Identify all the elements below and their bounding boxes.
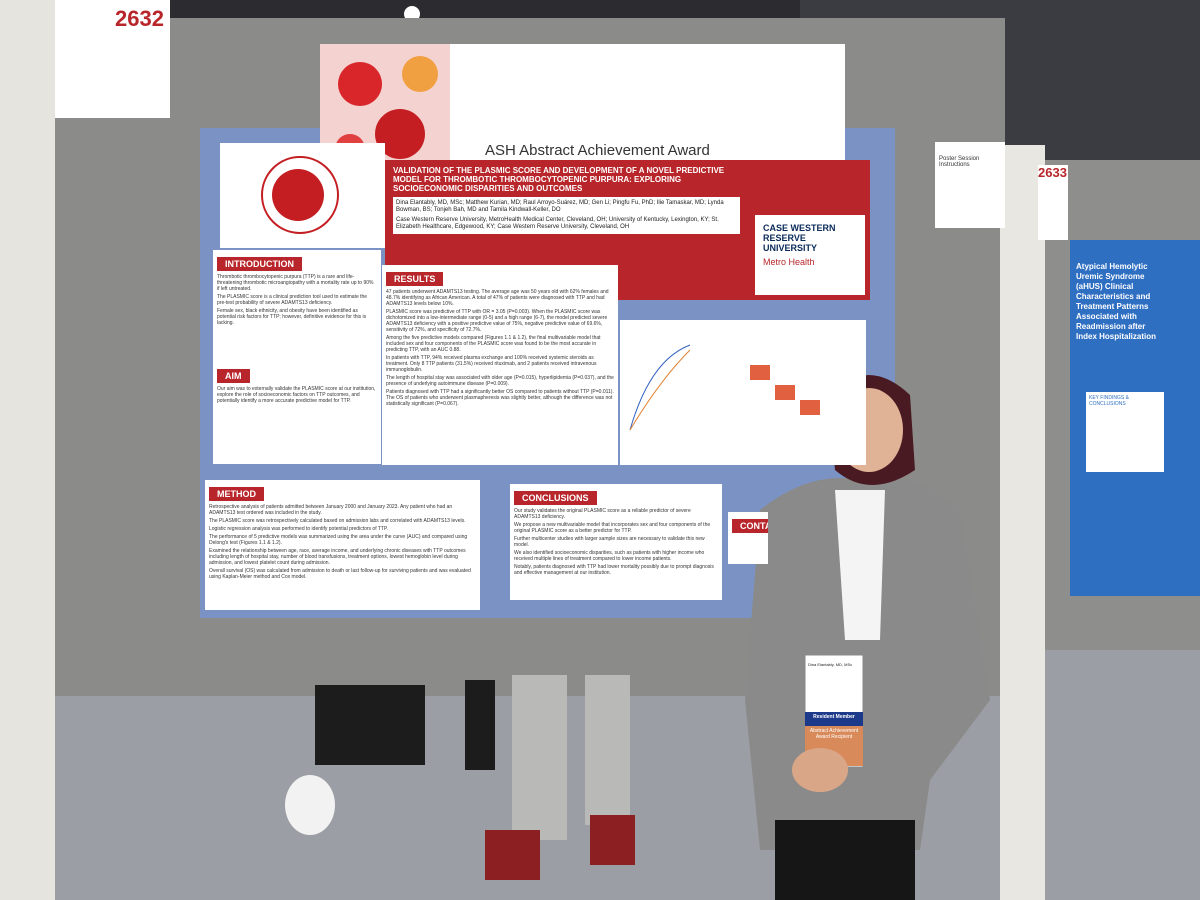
shoe bbox=[285, 775, 335, 835]
board-number-sign: 2632 bbox=[55, 0, 170, 118]
board-post bbox=[1000, 145, 1045, 900]
section-text: The length of hospital stay was associat… bbox=[386, 375, 614, 387]
heatmap-cell bbox=[800, 400, 820, 415]
section-text: Logistic regression analysis was perform… bbox=[209, 526, 389, 532]
section-text: The PLASMIC score is a clinical predicti… bbox=[217, 294, 368, 306]
university-logos: CASE WESTERN RESERVE UNIVERSITY Metro He… bbox=[755, 215, 865, 295]
heatmap-cell bbox=[775, 385, 795, 400]
badge-band bbox=[805, 712, 863, 726]
logo-text: CASE WESTERN RESERVE UNIVERSITY bbox=[763, 223, 836, 253]
section-heading: RESULTS bbox=[386, 272, 444, 286]
heatmap-cell bbox=[750, 365, 770, 380]
section-text: In patients with TTP, 94% received plasm… bbox=[386, 355, 597, 373]
board-post bbox=[0, 0, 55, 900]
section-heading: CONCLUSIONS bbox=[514, 491, 597, 505]
section-text: We also identified socioeconomic dispari… bbox=[514, 550, 705, 562]
section-text: PLASMIC score was predictive of TTP with… bbox=[386, 309, 608, 333]
poster-section: AIM Our aim was to externally validate th… bbox=[213, 362, 381, 464]
section-text: The performance of 5 predictive models w… bbox=[209, 534, 468, 546]
section-text: Patients diagnosed with TTP had a signif… bbox=[386, 389, 614, 407]
award-title: ASH Abstract Achievement Award bbox=[485, 142, 710, 159]
section-text: Our aim was to externally validate the P… bbox=[217, 386, 376, 404]
section-text: 47 patients underwent ADAMTS13 testing. … bbox=[386, 289, 609, 307]
section-text: We propose a new multivariable model tha… bbox=[514, 522, 711, 534]
poster-section: CONCLUSIONS Our study validates the origi… bbox=[510, 484, 722, 600]
results-figure bbox=[620, 320, 866, 465]
section-text: Overall survival (OS) was calculated fro… bbox=[209, 568, 471, 580]
badge-role: Resident Member bbox=[813, 714, 855, 720]
section-text: Thrombotic thrombocytopenic purpura (TTP… bbox=[217, 274, 374, 292]
poster-title: VALIDATION OF THE PLASMIC SCORE AND DEVE… bbox=[393, 166, 725, 193]
section-text: Retrospective analysis of patients admit… bbox=[209, 504, 453, 516]
logo-cell bbox=[272, 169, 324, 221]
poster-section: INTRODUCTION Thrombotic thrombocytopenic … bbox=[213, 250, 381, 362]
section-text: Our study validates the original PLASMIC… bbox=[514, 508, 691, 520]
section-text: The PLASMIC score was retrospectively ca… bbox=[209, 518, 466, 524]
logo-text: Metro Health bbox=[763, 257, 815, 267]
section-text: Notably, patients diagnosed with TTP had… bbox=[514, 564, 714, 576]
person-bg bbox=[512, 675, 567, 840]
person-bg bbox=[585, 675, 630, 825]
poster-section: RESULTS 47 patients underwent ADAMTS13 te… bbox=[382, 265, 618, 465]
poster-authors: Dina Elantably, MD, MSc; Matthew Kurian,… bbox=[396, 200, 724, 213]
poster-section: CONTACT bbox=[728, 512, 768, 564]
section-heading: CONTACT bbox=[732, 519, 768, 533]
poster-affiliations: Case Western Reserve University, MetroHe… bbox=[396, 217, 719, 230]
cell bbox=[402, 56, 438, 92]
boot bbox=[485, 830, 540, 880]
section-heading: INTRODUCTION bbox=[217, 257, 302, 271]
badge-ribbon-text: Abstract Achievement Award Recipient bbox=[809, 728, 859, 740]
ash-logo bbox=[220, 143, 385, 248]
poster-section: METHOD Retrospective analysis of patients… bbox=[205, 480, 480, 610]
poster-authors-box: Dina Elantably, MD, MSc; Matthew Kurian,… bbox=[393, 197, 740, 234]
board-number: 2632 bbox=[115, 6, 164, 31]
boot bbox=[590, 815, 635, 865]
cell bbox=[338, 62, 382, 106]
section-heading: AIM bbox=[217, 369, 250, 383]
logo-art bbox=[261, 156, 339, 234]
side-poster-title: Atypical Hemolytic Uremic Syndrome (aHUS… bbox=[1076, 262, 1157, 341]
section-text: Among the five predictive models compare… bbox=[386, 335, 601, 353]
roc-curve bbox=[629, 344, 691, 431]
section-text: Examined the relationship between age, r… bbox=[209, 548, 466, 566]
person-bg bbox=[315, 685, 425, 765]
roc-curve bbox=[629, 349, 691, 431]
shirt bbox=[835, 490, 885, 640]
section-heading: METHOD bbox=[209, 487, 264, 501]
next-board-number: 2633 bbox=[1038, 165, 1068, 240]
cell bbox=[375, 109, 425, 159]
section-text: Further multicenter studies with larger … bbox=[514, 536, 705, 548]
instructions-sign: Poster Session Instructions bbox=[935, 142, 1005, 228]
section-text: Female sex, black ethnicity, and obesity… bbox=[217, 308, 367, 326]
badge-name: Dina Elantably, MD, MSc bbox=[808, 662, 853, 667]
trousers bbox=[775, 820, 915, 900]
hands bbox=[792, 748, 848, 792]
person-bg bbox=[465, 680, 495, 770]
figure-art bbox=[629, 344, 820, 431]
side-poster-section: KEY FINDINGS & CONCLUSIONS bbox=[1086, 392, 1164, 472]
logo-ring bbox=[261, 156, 339, 234]
